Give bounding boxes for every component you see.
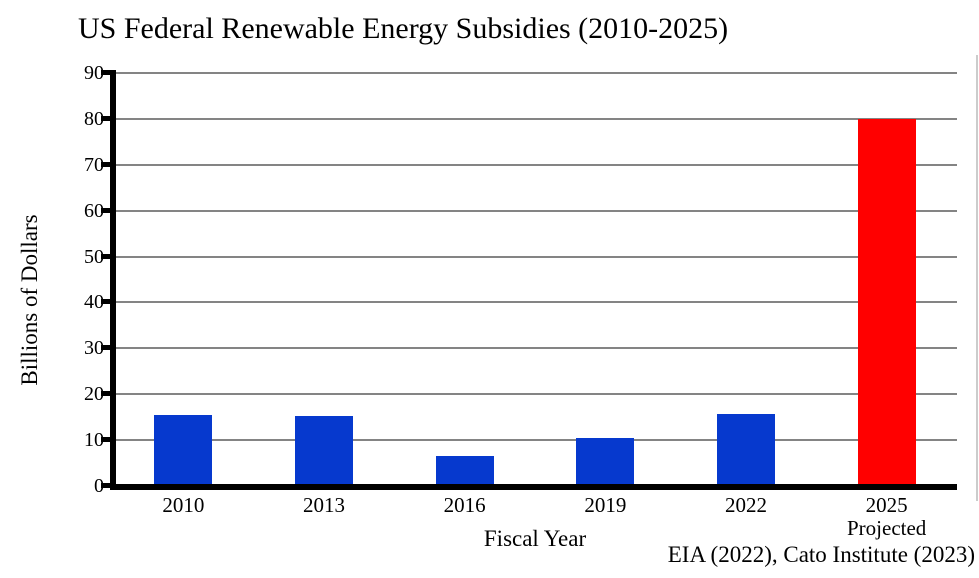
x-tick-label: 2016 — [443, 493, 486, 517]
bar-2010 — [154, 414, 213, 486]
bar-2022 — [717, 414, 775, 486]
bar-2025 — [857, 118, 916, 486]
x-axis-title: Fiscal Year — [483, 526, 587, 551]
y-tick-label: 80 — [84, 107, 104, 130]
window-edge-line — [976, 55, 978, 501]
chart-title: US Federal Renewable Energy Subsidies (2… — [78, 12, 729, 45]
gridline — [113, 209, 957, 212]
gridline — [113, 439, 957, 442]
x-tick-label: 2013 — [303, 493, 345, 517]
y-tick-mark — [101, 207, 112, 213]
y-tick-mark — [101, 70, 112, 75]
gridline — [113, 117, 957, 120]
gridline — [113, 255, 957, 258]
gridline — [113, 347, 957, 350]
y-tick-mark — [101, 161, 112, 167]
x-axis-line — [110, 484, 957, 490]
y-tick-mark — [101, 299, 112, 305]
x-tick-label: 2019 — [584, 493, 627, 517]
y-tick-label: 30 — [84, 337, 104, 360]
y-tick-label: 90 — [84, 62, 104, 84]
x-tick-label: 2025 Projected — [847, 493, 927, 540]
y-tick-mark — [101, 253, 112, 259]
gridline — [113, 393, 957, 396]
y-tick-mark — [101, 345, 112, 351]
bar-2019 — [576, 437, 635, 486]
bar-2016 — [435, 455, 494, 486]
bar-2013 — [295, 415, 353, 486]
y-tick-mark — [101, 483, 112, 488]
y-axis-title: Billions of Dollars — [17, 214, 42, 386]
gridline — [113, 163, 957, 166]
y-axis-line — [110, 70, 116, 490]
y-tick-mark — [101, 115, 112, 121]
x-tick-label: 2010 — [162, 493, 205, 517]
x-tick-label: 2022 — [725, 493, 767, 517]
y-tick-label: 20 — [84, 383, 104, 406]
y-tick-label: 50 — [84, 245, 104, 268]
y-tick-mark — [101, 391, 112, 397]
y-tick-label: 40 — [84, 291, 104, 314]
y-tick-label: 0 — [94, 475, 104, 497]
x-tick-sublabel: Projected — [847, 516, 927, 540]
gridline — [113, 301, 957, 304]
y-tick-label: 60 — [84, 199, 104, 222]
y-tick-label: 70 — [84, 153, 104, 176]
y-tick-mark — [101, 437, 112, 443]
gridline — [113, 72, 957, 74]
source-note: EIA (2022), Cato Institute (2023) — [667, 542, 975, 567]
y-tick-label: 10 — [84, 429, 104, 452]
